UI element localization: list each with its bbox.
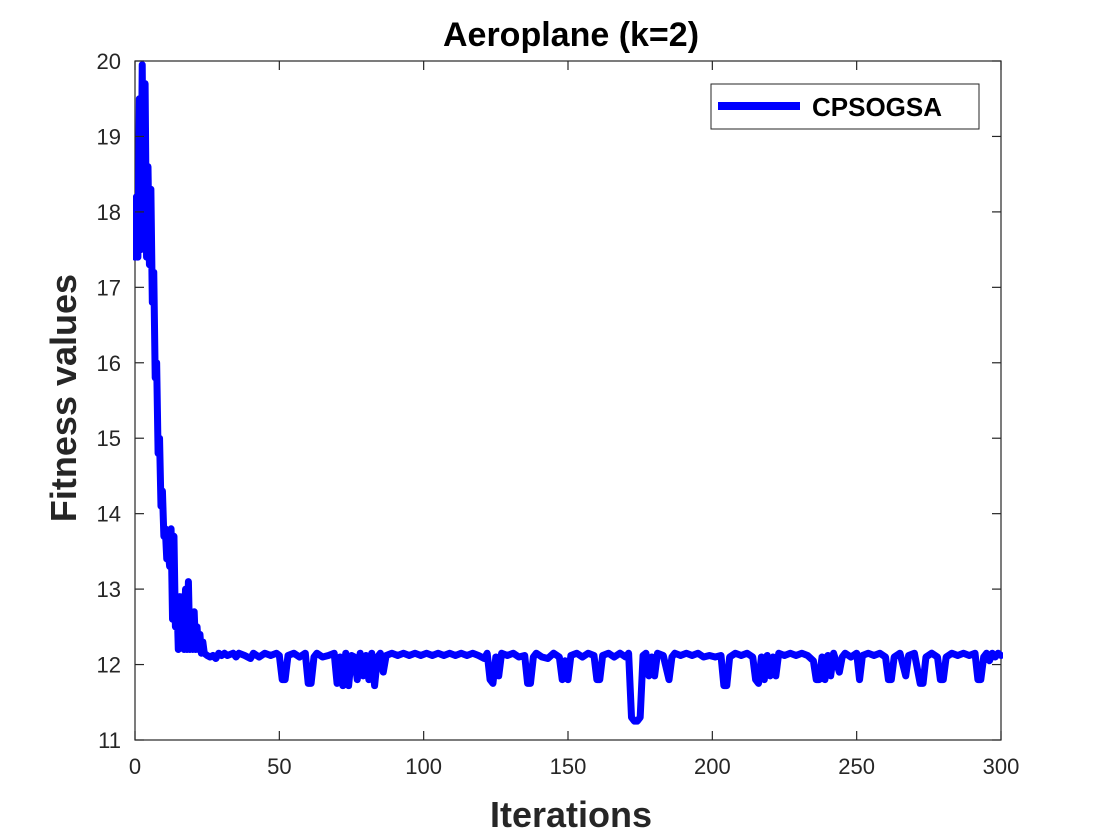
series-line-0 [133,61,1003,725]
y-axis: 11 12 13 14 15 16 17 18 19 20 [97,49,1001,753]
x-tick-label: 150 [550,754,587,779]
y-tick-label: 11 [98,728,121,753]
legend: CPSOGSA [710,83,980,130]
x-axis: 0 50 100 150 200 250 300 [129,61,1019,779]
y-tick-label: 20 [97,49,121,74]
series-layer [133,61,1003,725]
y-tick-label: 18 [97,200,121,225]
y-tick-label: 19 [97,124,121,149]
x-tick-label: 0 [129,754,141,779]
x-tick-label: 50 [267,754,291,779]
x-tick-label: 200 [694,754,731,779]
y-tick-label: 12 [97,653,121,678]
plot-area: 0 50 100 150 200 250 300 11 12 13 14 15 16 17 18 19 20 [97,49,1020,779]
y-tick-label: 15 [97,426,121,451]
x-tick-label: 100 [405,754,442,779]
axes-box [134,60,1002,741]
y-tick-label: 16 [97,351,121,376]
x-tick-label: 250 [838,754,875,779]
chart-title: Aeroplane (k=2) [443,16,699,54]
x-tick-label: 300 [983,754,1020,779]
y-tick-label: 14 [97,502,121,527]
x-axis-title: Iterations [490,794,652,833]
y-tick-label: 17 [97,275,121,300]
y-tick-label: 13 [97,577,121,602]
legend-label: CPSOGSA [812,92,942,122]
y-axis-title: Fitness values [43,274,84,522]
